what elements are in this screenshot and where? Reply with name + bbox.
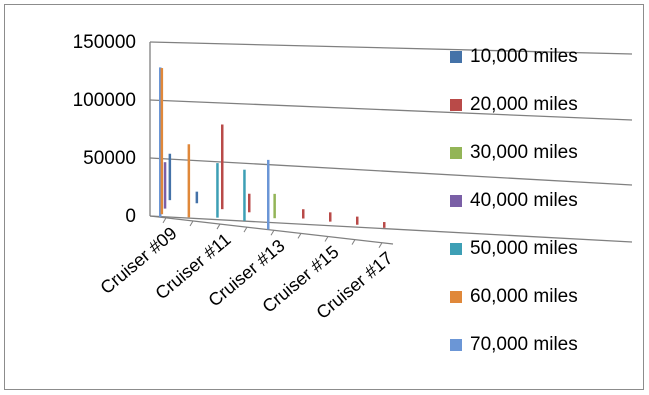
y-tick-label: 50000 xyxy=(83,148,136,169)
x-tick-mark xyxy=(243,226,248,233)
legend-label: 70,000 miles xyxy=(470,334,578,355)
bar xyxy=(163,162,167,209)
bar xyxy=(329,212,332,222)
bar xyxy=(267,159,270,230)
legend-swatch xyxy=(450,243,462,255)
chart-frame xyxy=(4,4,644,390)
y-tick-label: 0 xyxy=(125,206,136,227)
gridline xyxy=(149,99,633,121)
x-tick-mark xyxy=(216,223,221,230)
gridline xyxy=(149,215,633,243)
legend-swatch xyxy=(450,339,462,351)
bar xyxy=(356,216,359,225)
legend-label: 40,000 miles xyxy=(470,190,578,211)
legend-swatch xyxy=(450,99,462,111)
gridline xyxy=(149,41,633,55)
legend-item: 40,000 miles xyxy=(450,188,578,214)
x-tick-mark xyxy=(162,217,167,224)
legend-item: 30,000 miles xyxy=(450,140,578,166)
legend-label: 60,000 miles xyxy=(470,286,578,307)
legend-item: 20,000 miles xyxy=(450,92,578,118)
legend-item: 50,000 miles xyxy=(450,236,578,262)
y-tick-label: 150000 xyxy=(73,32,136,53)
legend-item: 60,000 miles xyxy=(450,284,578,310)
y-tick-label: 100000 xyxy=(73,90,136,111)
x-tick-mark xyxy=(378,242,383,248)
legend-label: 10,000 miles xyxy=(470,46,578,67)
bar xyxy=(302,209,305,219)
bar xyxy=(195,191,199,204)
legend-item: 10,000 miles xyxy=(450,44,578,70)
legend-swatch xyxy=(450,291,462,303)
legend-swatch xyxy=(450,195,462,207)
bar xyxy=(248,193,251,213)
x-tick-mark xyxy=(324,236,329,242)
legend-label: 50,000 miles xyxy=(470,238,578,259)
x-tick-mark xyxy=(270,230,275,236)
bar xyxy=(168,153,172,201)
x-tick-mark xyxy=(189,220,194,227)
legend-item: 70,000 miles xyxy=(450,332,578,358)
gridline xyxy=(149,157,633,186)
bar xyxy=(383,222,386,228)
legend-swatch xyxy=(450,147,462,159)
x-axis-line xyxy=(149,215,394,245)
x-tick-mark xyxy=(351,239,356,245)
legend-swatch xyxy=(450,51,462,63)
bar xyxy=(160,68,164,215)
bar xyxy=(221,124,224,210)
bar xyxy=(159,67,162,218)
legend-label: 30,000 miles xyxy=(470,142,578,163)
x-tick-mark xyxy=(297,233,302,239)
legend-label: 20,000 miles xyxy=(470,94,578,115)
bar xyxy=(243,169,246,221)
bar xyxy=(273,193,276,219)
bar xyxy=(187,144,191,218)
bar xyxy=(216,163,219,218)
